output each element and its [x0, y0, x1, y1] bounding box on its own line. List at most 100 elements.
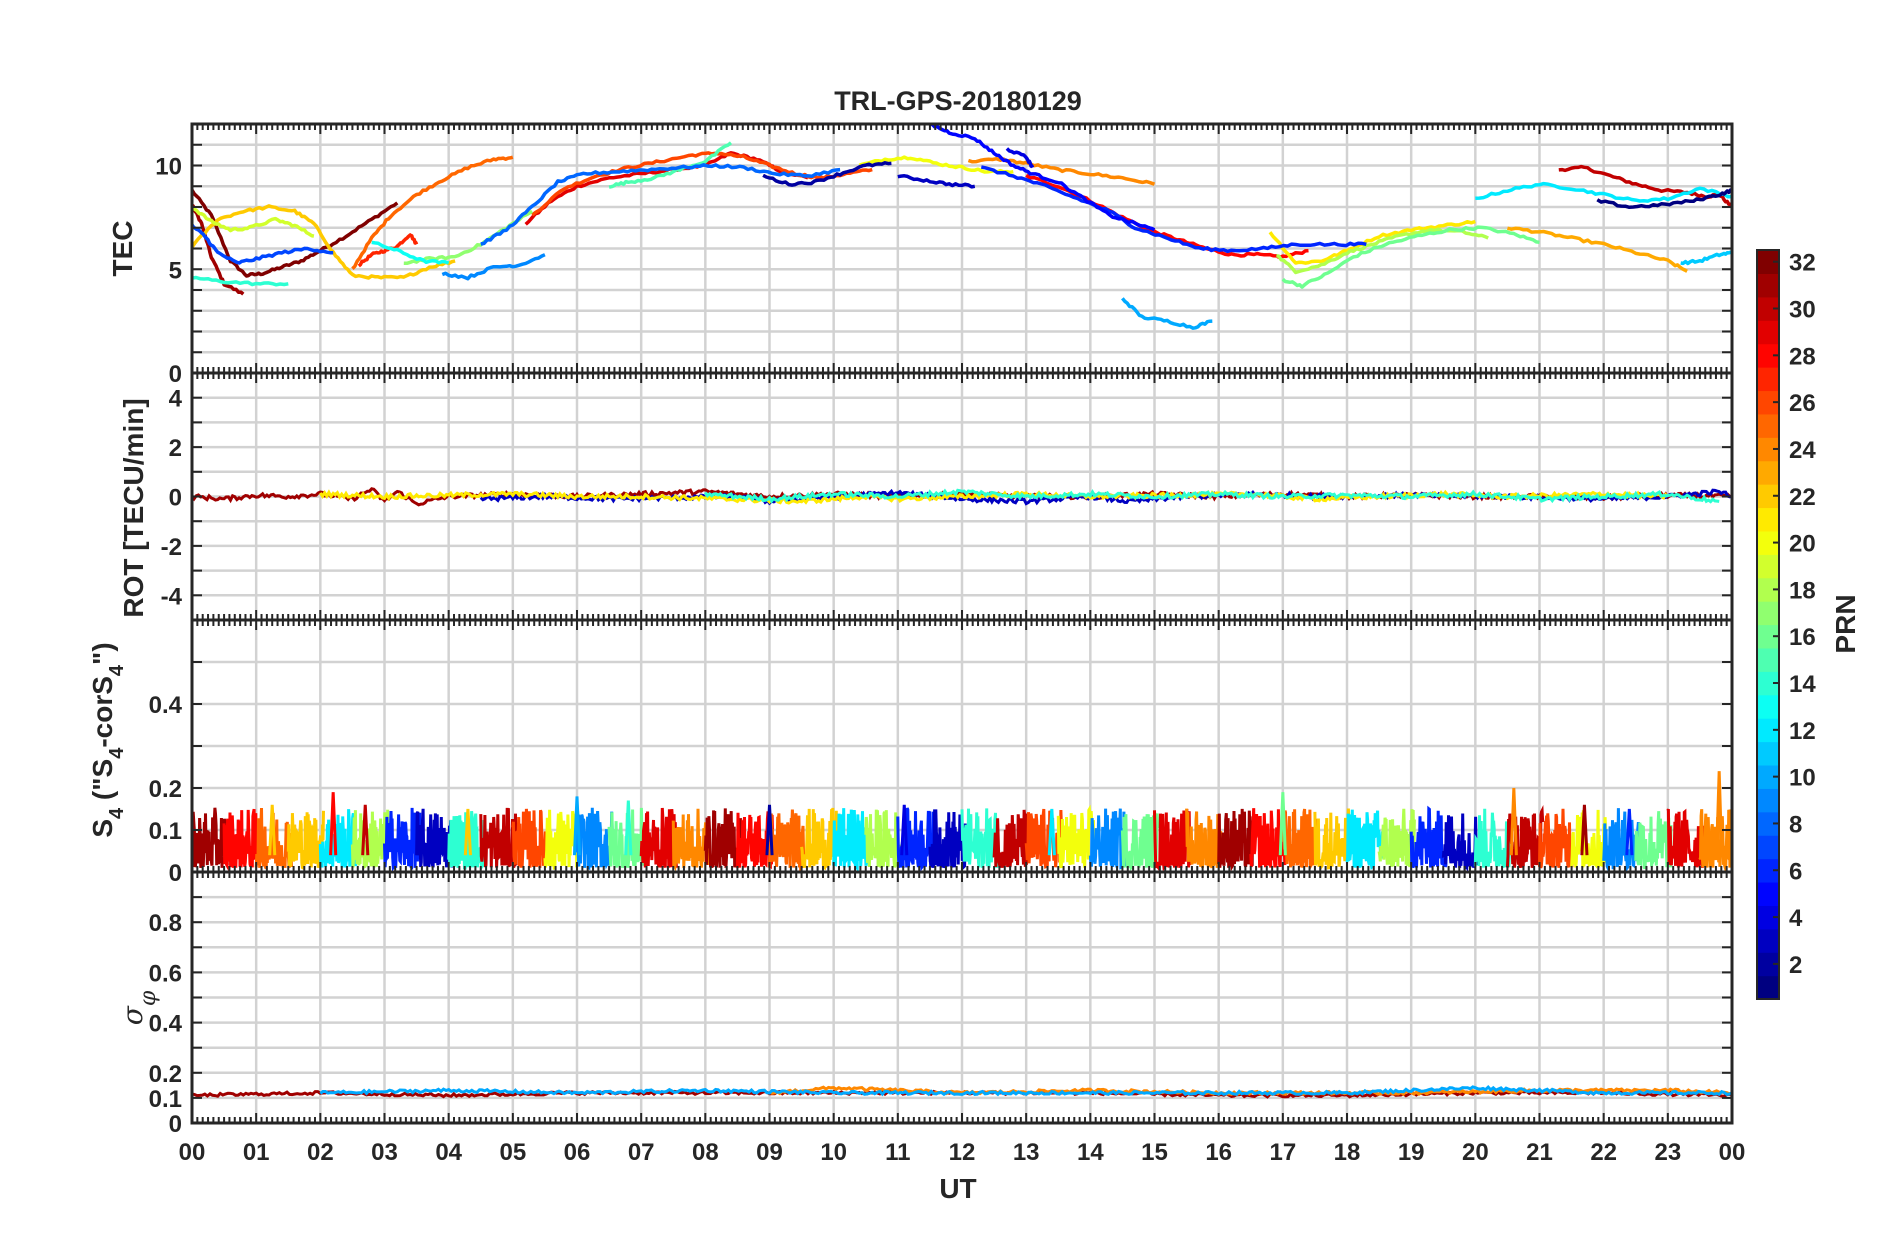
colorbar-tick-label: 20: [1789, 531, 1816, 558]
sigma_phi-y-tick-label: 0.2: [149, 1061, 182, 1088]
colorbar-band-prn-12: [1757, 718, 1779, 743]
tec-line-prn-1: [1596, 188, 1732, 210]
x-tick-label: 13: [1013, 1139, 1040, 1166]
s4-noise-segment: [1538, 808, 1577, 869]
x-tick-label: 22: [1590, 1139, 1617, 1166]
x-tick-label: 09: [756, 1139, 783, 1166]
s4-noise-segment: [928, 809, 967, 871]
x-tick-label: 08: [692, 1139, 719, 1166]
sigma-axis-title: σφ: [116, 990, 161, 1025]
sigma_phi-y-tick-label: 0: [169, 1111, 182, 1138]
tec-line-prn-7: [192, 223, 334, 265]
s4-noise-segment: [192, 807, 229, 868]
colorbar-band-prn-32: [1757, 250, 1779, 275]
s4-noise-segment: [1024, 808, 1063, 869]
sigma_phi-y-tick-label: 0.6: [149, 960, 182, 987]
x-tick-label: 07: [628, 1139, 655, 1166]
colorbar-tick-label: 24: [1789, 437, 1816, 464]
colorbar-band-prn-2: [1757, 952, 1779, 977]
s4-noise-segment: [1634, 811, 1673, 869]
x-tick-label: 06: [564, 1139, 591, 1166]
tec-line-prn-13: [371, 240, 450, 265]
s4-noise-segment: [1602, 808, 1641, 872]
tec-line-prn-4: [1005, 147, 1035, 169]
colorbar-band-prn-14: [1757, 671, 1779, 696]
s4-noise-segment: [1666, 808, 1705, 868]
tec-line-prn-8: [480, 163, 841, 246]
s4-spike-prn-6: [1625, 808, 1634, 856]
colorbar-band-prn-13: [1757, 694, 1779, 719]
x-tick-label: 11: [885, 1139, 910, 1166]
tec-line-prn-31: [192, 203, 245, 296]
colorbar-band-prn-10: [1757, 764, 1779, 789]
colorbar-title: PRN: [1830, 594, 1861, 653]
tec-line-prn-14: [192, 275, 289, 287]
s4-noise-segment: [768, 809, 807, 872]
x-axis-title: UT: [939, 1173, 976, 1204]
s4-noise-segment: [1441, 813, 1480, 872]
s4-noise-segment: [864, 809, 903, 868]
sigma_phi-series-group: [192, 1084, 1732, 1099]
tec-line-prn-23: [1506, 226, 1688, 273]
s4-series-group: [192, 771, 1732, 872]
tec-line-prn-19: [192, 206, 315, 238]
x-tick-label: 20: [1462, 1139, 1489, 1166]
sigma_phi-y-tick-label: 0.1: [149, 1086, 182, 1113]
colorbar-tick-label: 14: [1789, 671, 1816, 698]
colorbar-tick-label: 28: [1789, 343, 1816, 370]
s4-noise-segment: [511, 808, 550, 868]
s4-spike-prn-31: [1580, 804, 1589, 856]
s4-spike-prn-22: [463, 808, 472, 856]
colorbar-band-prn-3: [1757, 928, 1779, 953]
s4-spike-prn-22: [268, 804, 277, 856]
colorbar-tick-label: 8: [1789, 811, 1802, 838]
colorbar-band-prn-9: [1757, 788, 1779, 813]
s4-axis-title: S4 ("S4-corS4"): [87, 642, 128, 837]
colorbar-tick-label: 18: [1789, 577, 1816, 604]
colorbar-band-prn-11: [1757, 741, 1779, 766]
colorbar-tick-label: 10: [1789, 765, 1816, 792]
s4-noise-segment: [222, 808, 261, 872]
colorbar-band-prn-30: [1757, 296, 1779, 321]
tec-line-prn-6: [980, 165, 1367, 254]
s4-noise-segment: [383, 807, 422, 872]
s4-y-tick-label: 0.2: [149, 776, 182, 803]
x-tick-label: 14: [1077, 1139, 1104, 1166]
x-tick-label: 15: [1141, 1139, 1168, 1166]
colorbar-band-prn-24: [1757, 437, 1779, 462]
s4-noise-segment: [639, 807, 678, 868]
colorbar-frame: [1756, 249, 1780, 1000]
s4-noise-segment: [318, 809, 358, 868]
s4-noise-segment: [1345, 809, 1384, 871]
tec-line-prn-24: [967, 156, 1156, 186]
s4-noise-segment: [671, 808, 710, 872]
colorbar-band-prn-25: [1757, 413, 1779, 438]
tec-line-prn-22: [192, 204, 456, 280]
x-tick-label: 00: [179, 1139, 206, 1166]
tec-y-tick-label: 10: [155, 154, 182, 181]
s4-spike-prn-4: [900, 804, 909, 856]
x-tick-label: 21: [1526, 1139, 1553, 1166]
x-tick-label: 02: [307, 1139, 334, 1166]
x-tick-label: 23: [1654, 1139, 1681, 1166]
s4-noise-segment: [286, 810, 325, 871]
s4-noise-segment: [415, 808, 454, 868]
s4-noise-segment: [800, 807, 839, 871]
s4-noise-segment: [479, 807, 518, 868]
colorbar-band-prn-19: [1757, 554, 1779, 579]
colorbar-tick-label: 2: [1789, 952, 1802, 979]
colorbar-band-prn-4: [1757, 905, 1779, 930]
colorbar-tick-label: 26: [1789, 390, 1816, 417]
colorbar-band-prn-28: [1757, 343, 1779, 368]
colorbar-band-prn-16: [1757, 624, 1779, 649]
colorbar-band-prn-22: [1757, 484, 1779, 509]
sigma_phi-y-tick-label: 0.8: [149, 910, 182, 937]
x-tick-label: 10: [820, 1139, 847, 1166]
rot-y-tick-label: 4: [169, 386, 183, 413]
colorbar-band-prn-7: [1757, 835, 1779, 860]
rot-y-tick-label: 0: [169, 485, 182, 512]
colorbar-band-prn-17: [1757, 601, 1779, 626]
x-tick-label: 00: [1719, 1139, 1746, 1166]
rot-series-group: [192, 487, 1732, 507]
